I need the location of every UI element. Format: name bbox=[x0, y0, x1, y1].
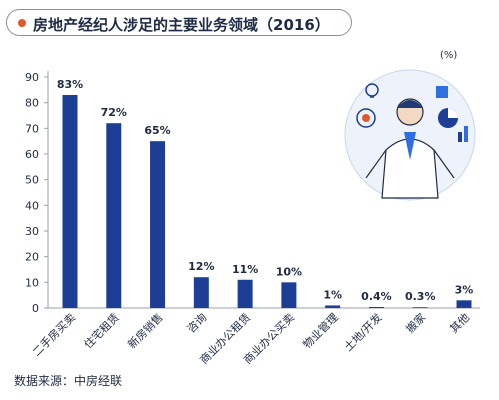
bar bbox=[368, 306, 384, 308]
bar-graph-icon bbox=[458, 126, 468, 142]
bar bbox=[237, 279, 253, 308]
bar bbox=[150, 141, 166, 308]
bar-value-label: 65% bbox=[144, 124, 170, 137]
y-tick-label: 80 bbox=[25, 97, 39, 110]
bar bbox=[106, 123, 122, 308]
x-tick-label: 土地/开发 bbox=[341, 310, 385, 354]
bar-value-label: 12% bbox=[188, 260, 214, 273]
bars bbox=[62, 94, 472, 308]
y-tick-label: 0 bbox=[32, 302, 39, 315]
y-tick-label: 20 bbox=[25, 251, 39, 264]
pie-chart-icon bbox=[438, 108, 458, 128]
bar-value-label: 72% bbox=[101, 106, 127, 119]
bar-value-label: 0.3% bbox=[405, 290, 436, 303]
data-labels: 83% 72% 65% 12% 11% 10% 1% 0.4% 0.3% 3% bbox=[57, 78, 474, 303]
y-axis-unit-label: (%) bbox=[440, 50, 457, 61]
bar-value-label: 1% bbox=[323, 288, 342, 301]
x-tick-label: 新房销售 bbox=[125, 310, 166, 351]
y-tick-label: 40 bbox=[25, 199, 39, 212]
title-bullet-icon bbox=[18, 19, 26, 27]
x-tick-label: 住宅租赁 bbox=[81, 310, 122, 351]
y-tick-label: 10 bbox=[25, 276, 39, 289]
bar bbox=[456, 300, 472, 308]
source-note: 数据来源：中房经联 bbox=[14, 374, 123, 388]
x-tick-label: 物业管理 bbox=[300, 310, 341, 351]
chart-title: 房地产经纪人涉足的主要业务领域（2016） bbox=[33, 16, 330, 34]
bar-value-label: 10% bbox=[276, 265, 302, 278]
bar bbox=[281, 282, 297, 308]
bar-value-label: 83% bbox=[57, 78, 83, 91]
x-tick-label: 搬家 bbox=[403, 310, 428, 335]
y-tick-label: 90 bbox=[25, 71, 39, 84]
y-tick-label: 50 bbox=[25, 174, 39, 187]
bar bbox=[412, 307, 428, 308]
y-tick-label: 60 bbox=[25, 148, 39, 161]
x-tick-label: 其他 bbox=[447, 311, 472, 336]
bar bbox=[193, 277, 209, 308]
bar-value-label: 11% bbox=[232, 263, 258, 276]
bar-value-label: 0.4% bbox=[361, 290, 392, 303]
x-tick-label: 二手房买卖 bbox=[29, 310, 78, 359]
bar bbox=[325, 305, 341, 308]
bar bbox=[62, 94, 78, 308]
bar-value-label: 3% bbox=[455, 283, 474, 296]
lightbulb-icon bbox=[365, 83, 379, 98]
y-tick-label: 30 bbox=[25, 225, 39, 238]
x-tick-label: 咨询 bbox=[184, 310, 209, 335]
person-figure-icon bbox=[365, 98, 455, 199]
puzzle-icon bbox=[436, 86, 448, 98]
businessman-illustration bbox=[344, 69, 476, 201]
title-frame: 房地产经纪人涉足的主要业务领域（2016） bbox=[6, 9, 352, 36]
target-icon bbox=[356, 108, 376, 128]
y-tick-label: 70 bbox=[25, 122, 39, 135]
